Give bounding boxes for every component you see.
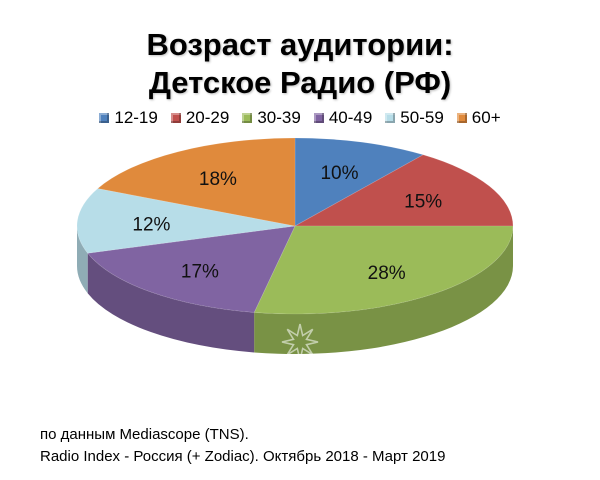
chart-title-line2: Детское Радио (РФ) [148, 65, 452, 100]
data-label-20-29: 15% [404, 192, 442, 213]
legend-swatch [99, 113, 110, 123]
watermark-text: ALLEN MEDIA [232, 372, 368, 392]
pie-side-30-39 [254, 226, 513, 355]
legend-swatch [385, 113, 396, 123]
legend-item-60+: 60+ [456, 108, 501, 128]
legend-label: 60+ [471, 108, 501, 127]
pie-slices [76, 137, 514, 315]
footnote-line1: по данным Mediascope (TNS). [40, 426, 249, 443]
legend-swatch [170, 113, 181, 123]
legend-item-30-39: 30-39 [242, 108, 301, 128]
legend-label: 12-19 [114, 108, 158, 127]
legend-item-40-49: 40-49 [313, 108, 373, 128]
data-label-40-49: 17% [181, 262, 219, 283]
legend-item-12-19: 12-19 [99, 108, 158, 128]
legend-item-20-29: 20-29 [170, 108, 230, 128]
chart-title-line1: Возраст аудитории: [146, 27, 454, 62]
legend-label: 30-39 [257, 108, 301, 127]
pie-side-50-59 [77, 226, 88, 294]
pie-side-40-49 [87, 253, 255, 353]
pie-data-labels: 10% 15% 28% 17% 12% 18% [132, 163, 442, 284]
legend-label: 50-59 [400, 108, 444, 127]
data-label-60+: 18% [199, 169, 237, 190]
legend-swatch [242, 113, 253, 123]
legend-swatch [313, 113, 324, 123]
data-label-30-39: 28% [368, 263, 406, 284]
legend-label: 40-49 [328, 108, 373, 127]
footnote: по данным Mediascope (TNS). Radio Index … [40, 424, 445, 468]
legend-label: 20-29 [185, 108, 230, 127]
legend-swatch [456, 113, 467, 123]
pie-slice-50-59 [76, 188, 296, 254]
pie-slice-30-39 [253, 225, 514, 315]
legend-item-50-59: 50-59 [385, 108, 444, 128]
star-logo-icon [281, 323, 319, 361]
watermark: ALLEN MEDIA [232, 323, 368, 392]
pie-slice-60+ [96, 137, 296, 227]
pie-slice-12-19 [294, 137, 425, 227]
pie-slice-20-29 [293, 154, 514, 227]
pie-slice-40-49 [86, 225, 296, 313]
chart-legend: 12-19 20-29 30-39 40-49 50-59 60+ [0, 108, 600, 128]
footnote-line2: Radio Index - Россия (+ Zodiac). Октябрь… [40, 448, 446, 465]
chart-title: Возраст аудитории: Детское Радио (РФ) [0, 26, 600, 102]
data-label-12-19: 10% [320, 163, 358, 184]
data-label-50-59: 12% [132, 214, 170, 235]
pie-sides [77, 226, 513, 355]
